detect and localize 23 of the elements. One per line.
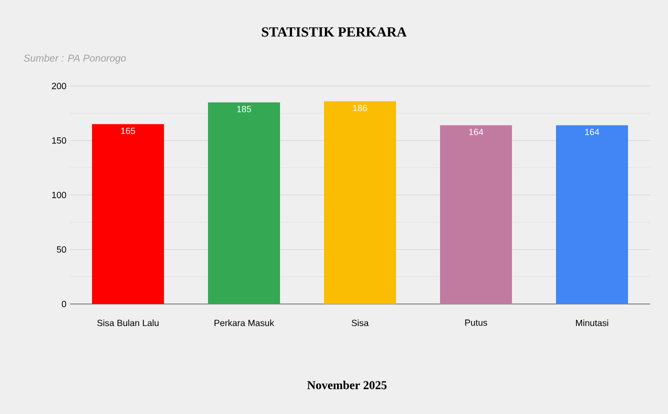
x-tick-label: Sisa Bulan Lalu (97, 320, 159, 326)
data-label: 164 (585, 128, 600, 136)
y-tick-label: 0 (62, 300, 66, 308)
y-tick-label: 50 (56, 246, 66, 253)
data-label: 186 (353, 104, 368, 112)
text: Sumber : PA Ponorogo (24, 54, 126, 64)
bar (324, 101, 396, 304)
bar (440, 125, 512, 304)
data-label: 165 (121, 128, 136, 134)
bar (92, 124, 164, 304)
data-label: 164 (469, 128, 484, 136)
x-tick-label: Sisa (352, 320, 369, 326)
y-tick-label: 150 (52, 137, 66, 144)
x-axis-title: November 2025 (307, 380, 387, 390)
bar (208, 102, 280, 304)
y-tick-label: 100 (52, 192, 66, 198)
x-tick-label: Putus (465, 320, 488, 326)
x-tick-label: Minutasi (576, 320, 608, 326)
data-label: 185 (237, 106, 252, 112)
x-tick-label: Perkara Masuk (214, 320, 274, 326)
bar (556, 125, 628, 304)
y-tick-label: 200 (52, 82, 66, 90)
chart-title: STATISTIK PERKARA (262, 27, 407, 37)
